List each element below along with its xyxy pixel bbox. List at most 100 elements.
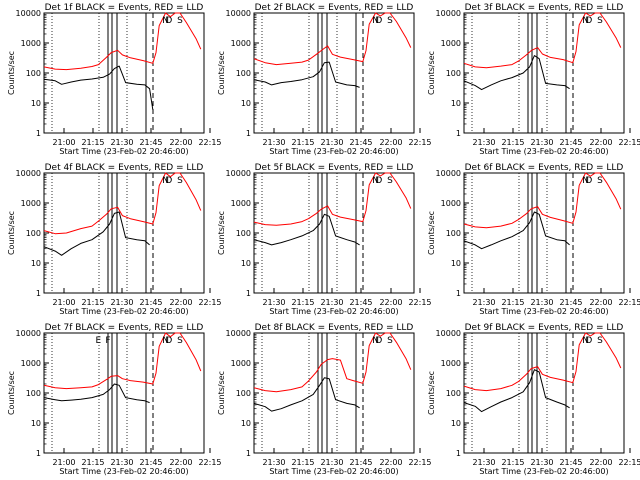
panel-title: Det 2f BLACK = Events, RED = LLD [255, 3, 414, 13]
x-tick-label: 21:00 [52, 138, 75, 147]
attenuator-marker: N [582, 16, 589, 26]
y-tick-label: 1 [246, 449, 251, 458]
x-tick-label: 21:30 [262, 458, 285, 467]
y-tick-label: 1 [456, 449, 461, 458]
y-tick-label: 10000 [16, 329, 41, 338]
plot-frame [43, 12, 205, 134]
y-tick-label: 1 [246, 289, 251, 298]
lld-series-line [253, 172, 412, 226]
y-tick-label: 100 [446, 389, 461, 398]
detector-panel-6: Det 6f BLACK = Events, RED = LLD 1 10 100 10… [427, 163, 640, 316]
y-axis-label: Counts/sec [427, 211, 436, 255]
x-tick-label: 21:30 [262, 138, 285, 147]
x-tick-label: 22:15 [198, 298, 221, 307]
attenuator-marker: N [162, 16, 169, 26]
y-tick-label: 10 [451, 419, 461, 428]
plot-frame [253, 12, 415, 134]
x-tick-label: 22:15 [618, 458, 640, 467]
x-tick-label: 21:30 [320, 458, 343, 467]
panel-title: Det 4f BLACK = Events, RED = LLD [45, 163, 204, 173]
attenuator-marker: S [177, 336, 183, 346]
x-tick-label: 21:30 [320, 138, 343, 147]
x-tick-label: 21:30 [530, 138, 553, 147]
y-axis-label: Counts/sec [7, 211, 16, 255]
lld-series-line [43, 332, 202, 390]
events-series-line [253, 61, 360, 88]
panel-title: Det 1f BLACK = Events, RED = LLD [45, 3, 204, 13]
x-tick-label: 22:00 [169, 298, 192, 307]
y-tick-label: 1000 [21, 199, 41, 208]
y-axis-label: Counts/sec [427, 51, 436, 95]
y-tick-label: 100 [446, 229, 461, 238]
attenuator-marker: S [387, 336, 393, 346]
attenuator-marker: D [165, 16, 172, 26]
y-axis-label: Counts/sec [427, 371, 436, 415]
lld-series-line [253, 332, 412, 393]
detector-panel-1: Det 1f BLACK = Events, RED = LLD 1 10 100 10… [7, 3, 222, 156]
x-tick-label: 21:15 [81, 138, 104, 147]
x-tick-label: 21:15 [291, 298, 314, 307]
panel-title: Det 7f BLACK = Events, RED = LLD [45, 323, 204, 333]
x-axis-label: Start Time (23-Feb-02 20:46:00) [269, 467, 398, 476]
x-tick-label: 21:30 [110, 458, 133, 467]
x-tick-label: 21:15 [291, 458, 314, 467]
y-tick-label: 1 [36, 289, 41, 298]
x-axis-label: Start Time (23-Feb-02 20:46:00) [479, 307, 608, 316]
attenuator-marker: N [372, 16, 379, 26]
x-tick-label: 21:15 [501, 138, 524, 147]
lld-series-line [43, 172, 202, 235]
x-axis-label: Start Time (23-Feb-02 20:46:00) [269, 147, 398, 156]
attenuator-marker: N [162, 176, 169, 186]
attenuator-marker: D [375, 336, 382, 346]
x-tick-label: 22:00 [589, 298, 612, 307]
x-tick-label: 22:15 [408, 138, 431, 147]
x-tick-label: 21:30 [472, 138, 495, 147]
x-tick-label: 22:00 [589, 458, 612, 467]
panel-title: Det 8f BLACK = Events, RED = LLD [255, 323, 414, 333]
plot-frame [463, 12, 625, 134]
y-tick-label: 10000 [436, 9, 461, 18]
attenuator-marker: N [162, 336, 169, 346]
attenuator-marker: N [372, 336, 379, 346]
events-series-line [43, 383, 150, 404]
attenuator-marker: N [372, 176, 379, 186]
x-tick-label: 22:15 [198, 458, 221, 467]
y-tick-label: 10 [241, 259, 251, 268]
events-series-line [43, 211, 150, 256]
x-tick-label: 22:15 [198, 138, 221, 147]
x-tick-label: 21:15 [291, 138, 314, 147]
x-tick-label: 21:45 [559, 458, 582, 467]
x-tick-label: 21:45 [139, 138, 162, 147]
y-axis-label: Counts/sec [7, 371, 16, 415]
x-tick-label: 21:15 [81, 298, 104, 307]
y-tick-label: 10 [451, 99, 461, 108]
x-tick-label: 22:00 [169, 138, 192, 147]
attenuator-marker: F [105, 336, 110, 346]
events-series-line [43, 65, 154, 110]
x-axis-label: Start Time (23-Feb-02 20:46:00) [479, 467, 608, 476]
x-tick-label: 22:00 [589, 138, 612, 147]
y-tick-label: 1000 [441, 199, 461, 208]
panel-title: Det 5f BLACK = Events, RED = LLD [255, 163, 414, 173]
y-tick-label: 10000 [16, 169, 41, 178]
attenuator-marker: D [165, 336, 172, 346]
x-tick-label: 22:15 [618, 298, 640, 307]
events-series-line [463, 55, 570, 91]
y-tick-label: 10000 [226, 9, 251, 18]
y-tick-label: 100 [236, 389, 251, 398]
y-tick-label: 10 [31, 259, 41, 268]
events-series-line [463, 369, 570, 413]
y-tick-label: 100 [236, 69, 251, 78]
events-series-line [253, 213, 360, 246]
x-tick-label: 21:30 [262, 298, 285, 307]
x-tick-label: 21:45 [349, 138, 372, 147]
x-tick-label: 21:15 [501, 298, 524, 307]
y-tick-label: 10000 [226, 169, 251, 178]
lld-series-line [463, 172, 622, 229]
y-tick-label: 1 [36, 129, 41, 138]
y-tick-label: 10 [31, 99, 41, 108]
y-tick-label: 1000 [21, 39, 41, 48]
detector-panel-4: Det 4f BLACK = Events, RED = LLD 1 10 100 10… [7, 163, 222, 316]
y-tick-label: 1 [246, 129, 251, 138]
x-axis-label: Start Time (23-Feb-02 20:46:00) [269, 307, 398, 316]
